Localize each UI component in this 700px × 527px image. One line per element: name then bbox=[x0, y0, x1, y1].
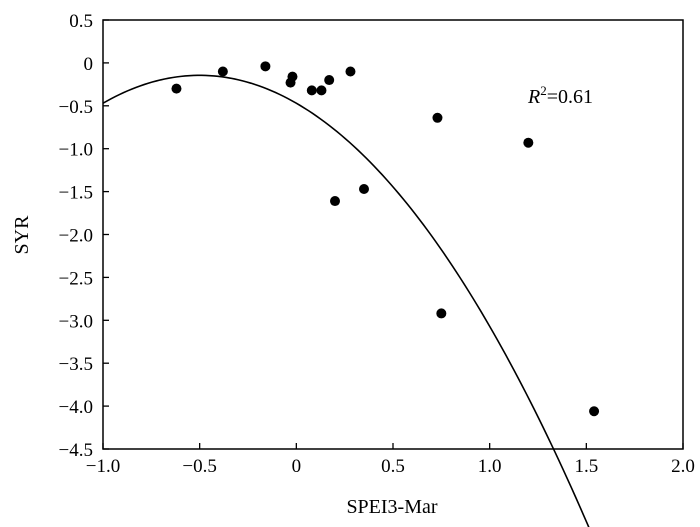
x-axis-ticks: −1.0 −0.5 0 0.5 1.0 1.5 2.0 bbox=[86, 443, 695, 477]
y-tick-label: −4.5 bbox=[59, 440, 93, 461]
y-tick-label: −0.5 bbox=[59, 97, 93, 118]
data-point bbox=[316, 85, 327, 96]
y-axis-label: SYR bbox=[11, 215, 33, 255]
y-axis-ticks: 0.5 0 −0.5 −1.0 −1.5 −2.0 −2.5 −3.0 −3.5 −4.0 −4.5 bbox=[59, 11, 109, 461]
y-tick-label: −3.0 bbox=[59, 311, 93, 332]
data-point bbox=[171, 83, 182, 94]
data-point bbox=[589, 406, 600, 417]
r-superscript: 2 bbox=[540, 83, 547, 98]
y-tick-label: 0 bbox=[84, 54, 94, 75]
x-tick-label: −1.0 bbox=[86, 456, 120, 477]
data-point bbox=[324, 75, 335, 86]
y-tick-label: 0.5 bbox=[69, 11, 93, 32]
r-value: =0.61 bbox=[547, 86, 593, 108]
y-tick-label: −4.0 bbox=[59, 397, 93, 418]
x-tick-label: −0.5 bbox=[182, 456, 216, 477]
x-tick-label: 1.0 bbox=[478, 456, 502, 477]
data-point bbox=[260, 61, 271, 72]
y-tick-label: −1.0 bbox=[59, 140, 93, 161]
r-squared-annotation: R2=0.61 bbox=[527, 83, 593, 108]
y-tick-label: −2.5 bbox=[59, 268, 93, 289]
data-point bbox=[523, 137, 534, 148]
x-tick-label: 0.5 bbox=[381, 456, 405, 477]
data-point bbox=[436, 308, 447, 319]
data-point bbox=[287, 71, 298, 82]
x-tick-label: 0 bbox=[292, 456, 302, 477]
data-point bbox=[345, 66, 356, 77]
y-tick-label: −3.5 bbox=[59, 354, 93, 375]
data-point bbox=[432, 112, 443, 123]
data-points bbox=[171, 61, 600, 417]
x-tick-label: 2.0 bbox=[671, 456, 695, 477]
data-point bbox=[330, 196, 340, 207]
plot-frame bbox=[102, 19, 684, 450]
data-point bbox=[217, 66, 228, 77]
x-axis-label: SPEI3-Mar bbox=[346, 496, 437, 518]
r-symbol: R bbox=[527, 86, 540, 108]
fit-curve bbox=[102, 74, 590, 527]
x-tick-label: 1.5 bbox=[574, 456, 598, 477]
data-point bbox=[306, 85, 317, 96]
y-tick-label: −1.5 bbox=[59, 183, 93, 204]
y-tick-label: −2.0 bbox=[59, 226, 93, 247]
data-point bbox=[359, 184, 369, 195]
